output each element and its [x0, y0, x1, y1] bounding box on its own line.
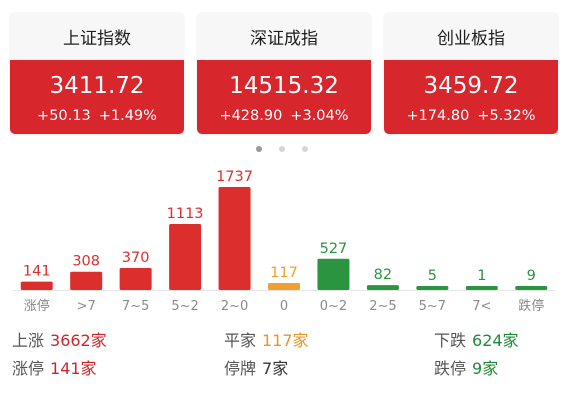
- stat-suspended-value: 7家: [262, 359, 289, 378]
- stat-up-label: 上涨: [12, 331, 45, 350]
- category-label: 7~5: [122, 299, 149, 314]
- market-breadth-stats: 上涨 3662家 涨停 141家 平家 117家 停牌 7家 下跌 624家 跌停 9家: [0, 326, 568, 396]
- index-name: 创业板指: [384, 12, 558, 60]
- index-value: 14515.32: [229, 73, 339, 99]
- pager-dot[interactable]: [302, 146, 308, 152]
- index-change-row: +174.80 +5.32%: [384, 106, 558, 126]
- index-card-shanghai[interactable]: 上证指数 3411.72 +50.13 +1.49%: [10, 12, 184, 134]
- bar-7[interactable]: [366, 285, 399, 290]
- index-change: +428.90: [219, 108, 283, 124]
- index-card-chinext[interactable]: 创业板指 3459.72 +174.80 +5.32%: [384, 12, 558, 134]
- category-label: 5~2: [171, 299, 198, 314]
- bar-10[interactable]: [515, 286, 548, 290]
- bar-0[interactable]: [20, 281, 53, 290]
- stat-limit-down-value: 9家: [472, 359, 499, 378]
- stat-flat-label: 平家: [224, 331, 257, 350]
- stat-down-label: 下跌: [434, 331, 467, 350]
- index-quote: 14515.32 +428.90 +3.04%: [197, 60, 371, 134]
- bar-value-label: 1737: [216, 169, 253, 185]
- stat-limit-up-label: 涨停: [12, 359, 45, 378]
- index-quote: 3411.72 +50.13 +1.49%: [10, 60, 184, 134]
- bar-value-label: 308: [72, 254, 100, 270]
- category-label: 5~7: [419, 299, 446, 314]
- index-value: 3411.72: [49, 73, 145, 99]
- index-value: 3459.72: [423, 73, 519, 99]
- index-cards: 上证指数 3411.72 +50.13 +1.49% 深证成指 14515.32 …: [10, 12, 558, 134]
- index-change: +50.13: [37, 108, 91, 124]
- index-change-row: +428.90 +3.04%: [197, 106, 371, 126]
- bar-3[interactable]: [169, 224, 202, 290]
- index-name: 深证成指: [197, 12, 371, 60]
- bar-5[interactable]: [268, 283, 300, 290]
- pager-dot[interactable]: [279, 146, 285, 152]
- category-label: 0: [280, 299, 288, 314]
- bar-value-label: 117: [270, 265, 298, 281]
- stat-limit-up-value: 141家: [50, 359, 97, 378]
- bar-value-label: 1113: [167, 206, 204, 222]
- index-change-pct: +1.49%: [98, 108, 157, 124]
- index-change: +174.80: [406, 108, 470, 124]
- stat-limit-down-label: 跌停: [434, 359, 467, 378]
- bar-value-label: 1: [477, 268, 486, 284]
- stat-down-value: 624家: [472, 331, 519, 350]
- bar-value-label: 5: [428, 268, 437, 284]
- bar-2[interactable]: [119, 268, 152, 290]
- stat-limit-up: 涨停 141家: [12, 358, 97, 380]
- stat-flat-value: 117家: [262, 331, 309, 350]
- carousel-pager: [0, 144, 568, 154]
- stat-limit-down: 跌停 9家: [434, 358, 498, 380]
- category-label: 涨停: [24, 298, 50, 314]
- bar-6[interactable]: [317, 258, 350, 290]
- bar-4[interactable]: [218, 187, 251, 290]
- category-label: 2~5: [369, 299, 396, 314]
- bar-value-label: 527: [320, 241, 348, 257]
- stat-up-value: 3662家: [50, 331, 107, 350]
- index-card-shenzhen[interactable]: 深证成指 14515.32 +428.90 +3.04%: [197, 12, 371, 134]
- index-change-pct: +5.32%: [477, 108, 536, 124]
- category-label: 2~0: [221, 299, 248, 314]
- index-change-row: +50.13 +1.49%: [10, 106, 184, 126]
- category-label: >7: [77, 299, 96, 314]
- bar-value-label: 141: [23, 264, 51, 280]
- bar-value-label: 370: [122, 250, 150, 266]
- stat-up: 上涨 3662家: [12, 330, 107, 352]
- distribution-bars: 141 涨停 308 >7 370 7~5 1113 5~2 1737 2~0 117 0 527 0~2…: [12, 169, 556, 314]
- change-distribution-chart: 141 涨停 308 >7 370 7~5 1113 5~2 1737 2~0 117 0 527 0~2…: [0, 158, 568, 318]
- index-name: 上证指数: [10, 12, 184, 60]
- category-label: 跌停: [518, 298, 544, 314]
- stat-flat: 平家 117家: [224, 330, 309, 352]
- bar-8[interactable]: [416, 286, 449, 290]
- stat-down: 下跌 624家: [434, 330, 519, 352]
- stat-suspended: 停牌 7家: [224, 358, 288, 380]
- stat-suspended-label: 停牌: [224, 359, 257, 378]
- bar-9[interactable]: [465, 286, 498, 290]
- category-label: 0~2: [320, 299, 347, 314]
- index-quote: 3459.72 +174.80 +5.32%: [384, 60, 558, 134]
- bar-value-label: 9: [527, 268, 536, 284]
- bar-1[interactable]: [70, 271, 103, 290]
- bar-value-label: 82: [374, 267, 392, 283]
- index-change-pct: +3.04%: [290, 108, 349, 124]
- pager-dot[interactable]: [256, 146, 262, 152]
- category-label: 7<: [472, 299, 491, 314]
